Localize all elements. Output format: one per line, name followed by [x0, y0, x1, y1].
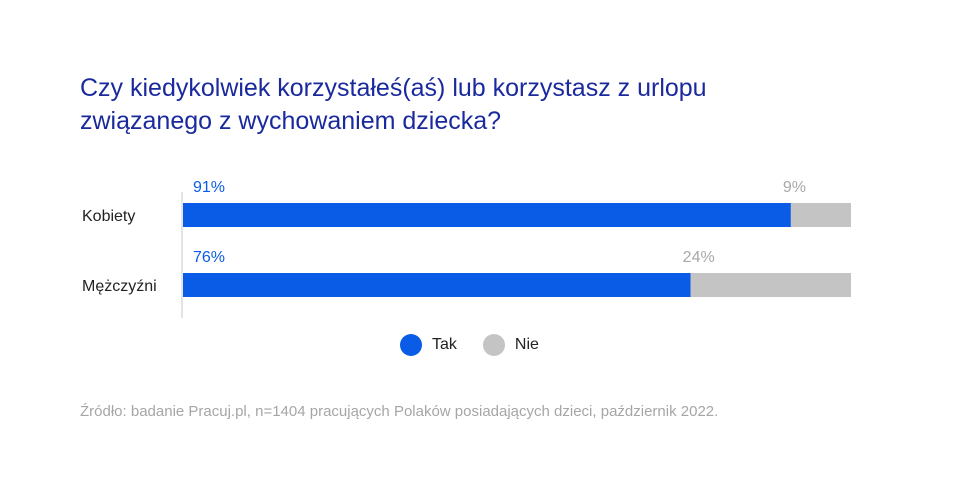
chart-title-line-1: Czy kiedykolwiek korzystałeś(aś) lub kor…: [80, 74, 707, 102]
data-label-tak: 76%: [193, 249, 225, 266]
legend-item-tak: Tak: [400, 334, 457, 356]
category-label: Kobiety: [82, 208, 135, 225]
data-label-nie: 9%: [783, 179, 806, 196]
legend-swatch-tak: [400, 334, 422, 356]
bar-segment-tak: [183, 203, 791, 227]
bar-segment-nie: [690, 273, 851, 297]
source-note: Źródło: badanie Pracuj.pl, n=1404 pracuj…: [80, 403, 719, 420]
chart-title-line-2: związanego z wychowaniem dziecka?: [80, 107, 502, 135]
legend-swatch-nie: [482, 334, 505, 356]
legend-item-nie: Nie: [482, 334, 539, 356]
chart-legend: Tak Nie: [400, 334, 565, 356]
bar-segment-tak: [183, 273, 691, 297]
category-label: Mężczyźni: [82, 278, 157, 295]
bar-segment-nie: [790, 203, 851, 227]
data-label-nie: 24%: [683, 249, 715, 266]
legend-label-nie: Nie: [514, 336, 539, 353]
data-label-tak: 91%: [193, 179, 225, 196]
chart-title: Czy kiedykolwiek korzystałeś(aś) lub kor…: [80, 72, 900, 138]
legend-label-tak: Tak: [432, 336, 457, 353]
